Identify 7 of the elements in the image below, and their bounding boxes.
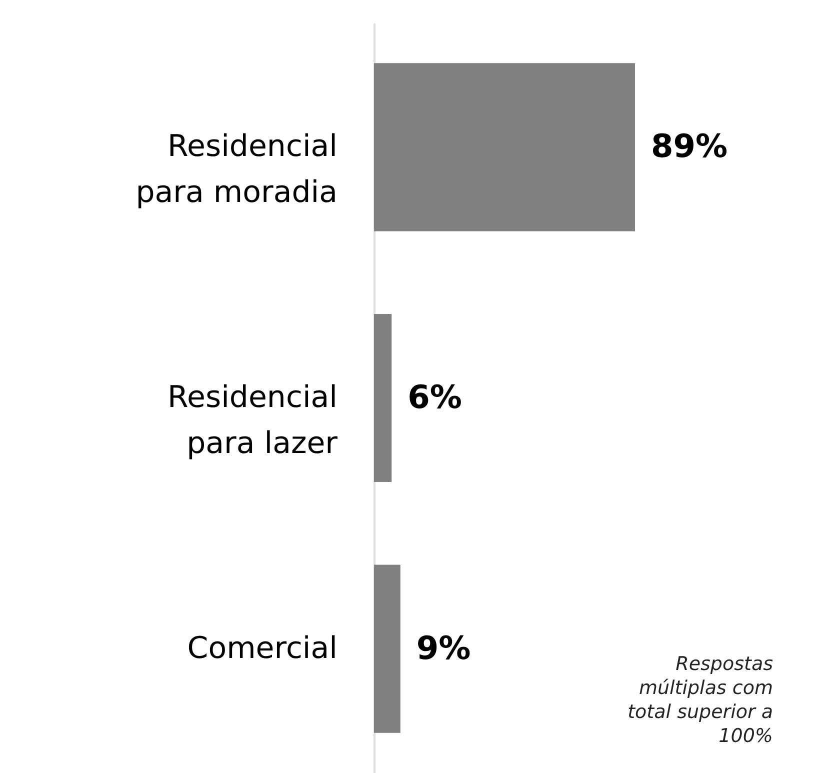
y-tick-label: Comercial xyxy=(187,630,338,666)
y-tick-label: Residencial para lazer xyxy=(168,380,338,461)
data-label: 9% xyxy=(416,628,471,667)
annotation: Respostas múltiplas com total superior a 100% xyxy=(628,653,774,747)
data-label: 6% xyxy=(408,378,462,416)
y-tick-label: Residencial para moradia xyxy=(136,129,338,210)
data-label: 89% xyxy=(651,127,728,166)
